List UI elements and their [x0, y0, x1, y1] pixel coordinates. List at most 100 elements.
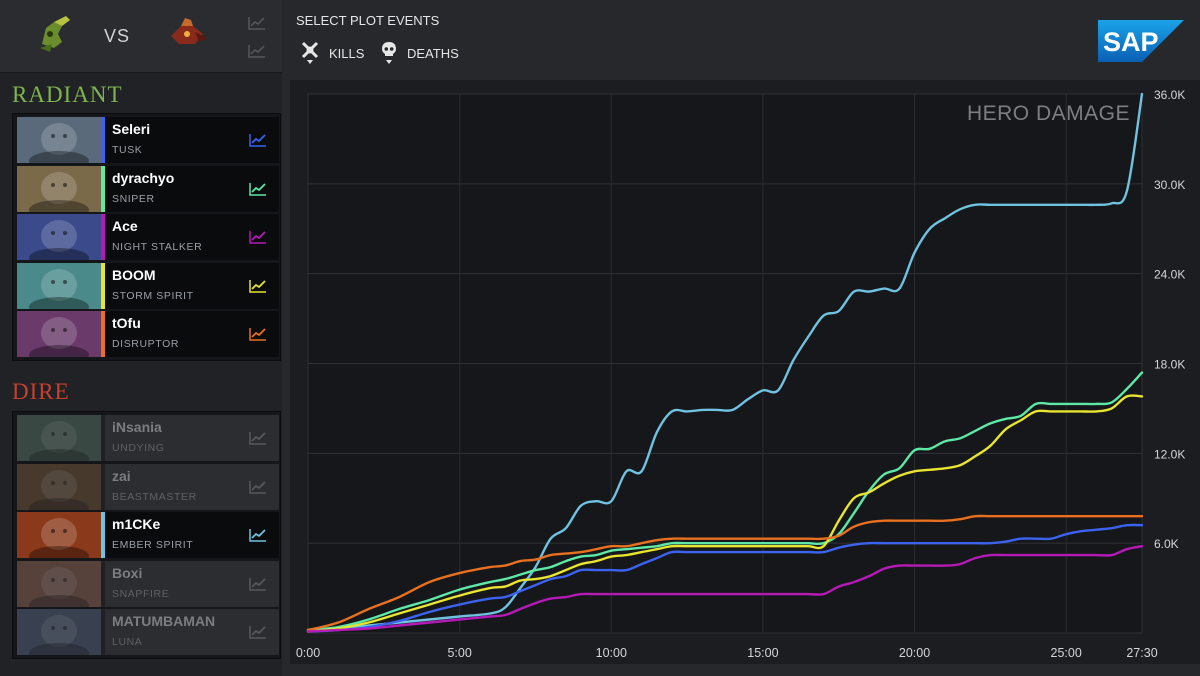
graph-icon[interactable]	[248, 44, 266, 58]
player-name: iNsania	[112, 419, 162, 435]
player-row[interactable]: tOfu DISRUPTOR	[17, 311, 279, 357]
graph-toggle-icon[interactable]	[249, 279, 267, 293]
hero-name: TUSK	[112, 144, 143, 156]
player-name: tOfu	[112, 315, 141, 331]
y-tick-label: 12.0K	[1154, 447, 1185, 461]
dire-title: DIRE	[12, 379, 70, 404]
player-color-bar	[101, 262, 105, 309]
hero-portrait	[17, 165, 101, 212]
series-line-tofu	[306, 514, 1144, 632]
x-tick-label: 27:30	[1126, 646, 1157, 660]
deaths-label: DEATHS	[407, 45, 459, 61]
player-color-bar	[101, 463, 105, 510]
hero-name: NIGHT STALKER	[112, 241, 203, 253]
hero-portrait	[17, 512, 101, 558]
player-row[interactable]: dyrachyo SNIPER	[17, 165, 279, 212]
player-row[interactable]: Ace NIGHT STALKER	[17, 214, 279, 260]
x-tick-label: 10:00	[596, 646, 627, 660]
hero-name: STORM SPIRIT	[112, 289, 194, 302]
player-name: Seleri	[112, 121, 151, 137]
y-tick-label: 6.0K	[1154, 537, 1179, 551]
hero-portrait	[17, 311, 101, 357]
player-color-bar	[101, 512, 105, 558]
graph-toggle-icon[interactable]	[249, 182, 267, 196]
series-line-dyrachyo	[306, 371, 1144, 632]
player-row[interactable]: BOOM STORM SPIRIT	[17, 262, 279, 309]
series-line-boom	[306, 394, 1144, 633]
hero-name: LUNA	[112, 636, 143, 648]
kills-icon	[301, 41, 319, 64]
y-tick-label: 30.0K	[1154, 178, 1185, 192]
player-color-bar	[101, 214, 105, 260]
graph-toggle-icon[interactable]	[249, 230, 267, 244]
player-color-bar	[101, 415, 105, 461]
hero-portrait	[17, 262, 101, 309]
radiant-hero-mini-icon	[40, 16, 70, 52]
hero-portrait	[17, 117, 101, 163]
chart-panel: 36.0K 30.0K 24.0K 18.0K 12.0K 6.0K 0:00 5:00 10:…	[290, 80, 1200, 664]
series-line-ace	[306, 545, 1144, 633]
graph-toggle-icon[interactable]	[249, 431, 267, 445]
player-name: Ace	[112, 218, 138, 234]
player-name: m1CKe	[112, 516, 161, 532]
hero-name: BEASTMASTER	[112, 490, 197, 503]
player-color-bar	[101, 117, 105, 163]
hero-name: UNDYING	[112, 442, 165, 454]
series-line-seleri	[306, 523, 1144, 633]
graph-toggle-icon[interactable]	[249, 577, 267, 591]
vs-label: VS	[104, 26, 131, 46]
graph-icon[interactable]	[248, 16, 266, 30]
dire-hero-mini-icon	[171, 18, 207, 44]
sap-logo: SAP	[1098, 20, 1184, 62]
x-tick-label: 5:00	[447, 646, 471, 660]
hero-name: SNIPER	[112, 192, 155, 205]
graph-toggle-icon[interactable]	[249, 480, 267, 494]
matchup-header: VS	[0, 0, 282, 73]
player-name: Boxi	[112, 564, 143, 581]
graph-toggle-icon[interactable]	[249, 528, 267, 542]
radiant-title: RADIANT	[12, 82, 123, 107]
chart-title: HERO DAMAGE	[966, 102, 1130, 125]
player-name: zai	[112, 467, 131, 484]
hero-name: DISRUPTOR	[112, 338, 180, 350]
hero-portrait	[17, 415, 101, 461]
hero-name: SNAPFIRE	[112, 587, 170, 600]
player-color-bar	[101, 560, 105, 607]
player-row[interactable]: Seleri TUSK	[17, 117, 279, 163]
graph-toggle-icon[interactable]	[249, 327, 267, 341]
x-tick-label: 15:00	[747, 646, 778, 660]
graph-toggle-icon[interactable]	[249, 133, 267, 147]
deaths-toggle[interactable]: DEATHS	[381, 40, 459, 66]
y-tick-label: 24.0K	[1154, 268, 1185, 282]
hero-portrait	[17, 609, 101, 655]
hero-name: EMBER SPIRIT	[112, 539, 194, 551]
y-tick-label: 36.0K	[1154, 88, 1185, 102]
player-name: dyrachyo	[112, 169, 175, 186]
select-plot-events-label: SELECT PLOT EVENTS	[296, 13, 440, 28]
player-row[interactable]: MATUMBAMAN LUNA	[17, 609, 279, 655]
dire-player-list: iNsania UNDYING zai BEASTMASTER m1CKe EMBER S…	[12, 411, 281, 659]
player-row[interactable]: iNsania UNDYING	[17, 415, 279, 461]
left-panel: VS RADIANT Seleri TUSK dyrachyo SNIPER Ace NI…	[0, 0, 282, 676]
player-color-bar	[101, 165, 105, 212]
x-tick-label: 25:00	[1051, 646, 1082, 660]
hero-portrait	[17, 560, 101, 607]
hero-portrait	[17, 214, 101, 260]
x-tick-label: 20:00	[899, 646, 930, 660]
player-row[interactable]: m1CKe EMBER SPIRIT	[17, 512, 279, 558]
graph-toggle-icon[interactable]	[249, 625, 267, 639]
kills-label: KILLS	[329, 45, 365, 61]
hero-portrait	[17, 463, 101, 510]
series-line-m1cke	[306, 92, 1144, 632]
kills-toggle[interactable]: KILLS	[301, 40, 364, 66]
radiant-player-list: Seleri TUSK dyrachyo SNIPER Ace NIGHT STALKER…	[12, 113, 281, 361]
x-tick-label: 0:00	[296, 646, 320, 660]
player-row[interactable]: zai BEASTMASTER	[17, 463, 279, 510]
player-name: BOOM	[112, 266, 156, 283]
player-name: MATUMBAMAN	[112, 613, 216, 629]
hero-damage-chart: 36.0K 30.0K 24.0K 18.0K 12.0K 6.0K 0:00 5:00 10:…	[296, 88, 1186, 660]
player-color-bar	[101, 609, 105, 655]
skull-icon	[382, 42, 396, 64]
y-tick-label: 18.0K	[1154, 358, 1185, 372]
player-row[interactable]: Boxi SNAPFIRE	[17, 560, 279, 607]
